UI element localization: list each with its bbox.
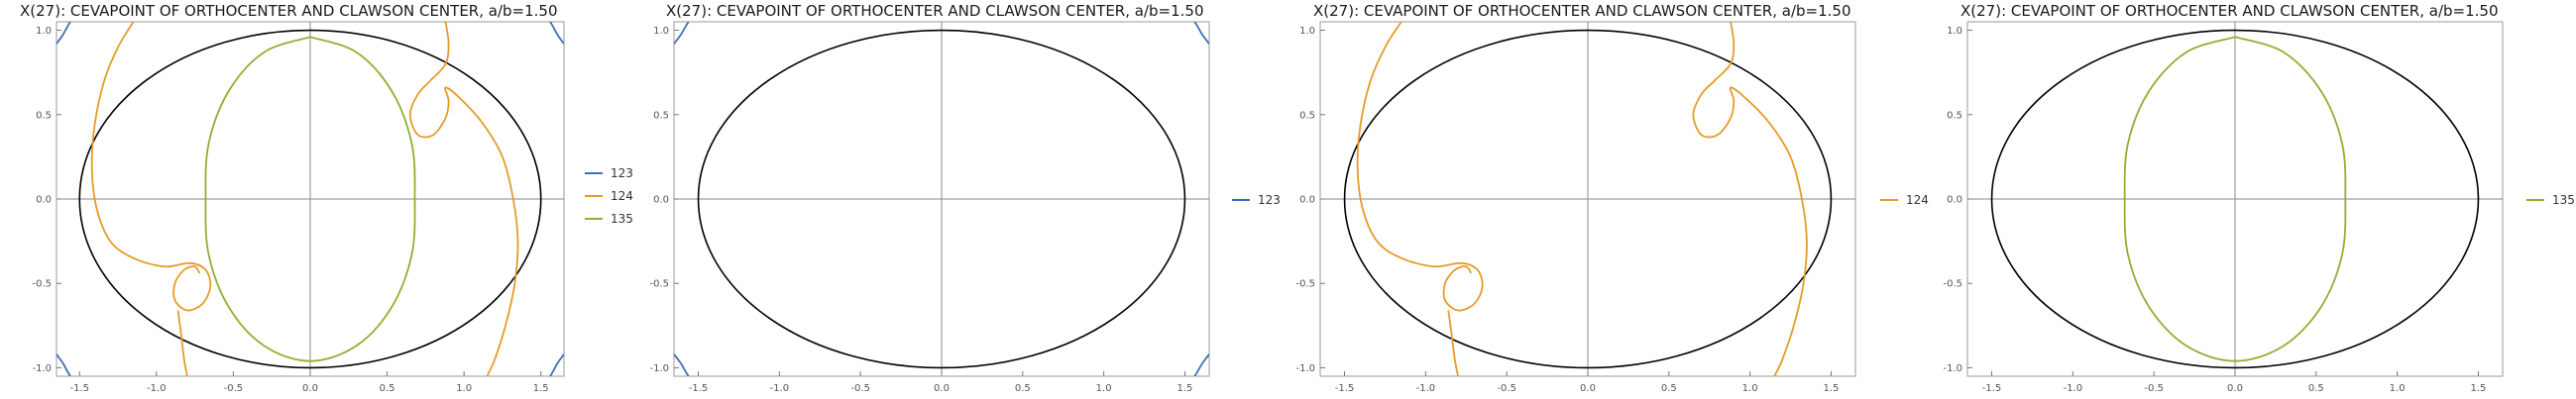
series-123-curve bbox=[674, 22, 690, 45]
series-123-curve bbox=[1193, 22, 1209, 45]
y-tick-label: 0.5 bbox=[36, 110, 52, 121]
reference-ellipse bbox=[78, 29, 542, 369]
x-tick-label: 0.0 bbox=[302, 383, 318, 394]
legend-label-124: 124 bbox=[611, 189, 633, 203]
panel-2: X(27): CEVAPOINT OF ORTHOCENTER AND CLAW… bbox=[649, 2, 1280, 394]
x-tick-label: -0.5 bbox=[224, 383, 244, 394]
series-124-curve bbox=[176, 310, 188, 376]
plot-area bbox=[1990, 29, 2480, 369]
y-tick-label: 0.5 bbox=[653, 110, 669, 121]
y-tick-label: 0.0 bbox=[36, 195, 52, 206]
panel-1: X(27): CEVAPOINT OF ORTHOCENTER AND CLAW… bbox=[20, 2, 633, 394]
y-tick-label: 0.0 bbox=[1947, 195, 1962, 206]
x-tick-label: -1.0 bbox=[1416, 383, 1436, 394]
x-tick-label: 0.0 bbox=[1580, 383, 1596, 394]
x-tick-label: -0.5 bbox=[2144, 383, 2164, 394]
x-tick-label: 1.0 bbox=[456, 383, 472, 394]
panel-2-title: X(27): CEVAPOINT OF ORTHOCENTER AND CLAW… bbox=[666, 2, 1204, 20]
x-tick-label: -1.5 bbox=[689, 383, 709, 394]
x-tick-label: -1.5 bbox=[1335, 383, 1355, 394]
y-tick-label: -0.5 bbox=[1943, 279, 1962, 290]
x-tick-label: 1.5 bbox=[533, 383, 549, 394]
x-tick-label: 1.0 bbox=[1742, 383, 1758, 394]
y-tick-label: 0.5 bbox=[1299, 110, 1315, 121]
legend-label-135: 135 bbox=[611, 212, 633, 226]
x-tick-label: -0.5 bbox=[1497, 383, 1516, 394]
plot-area bbox=[56, 22, 564, 376]
series-124-curve bbox=[408, 22, 519, 376]
x-tick-label: 0.0 bbox=[934, 383, 950, 394]
plot-area bbox=[1343, 22, 1833, 376]
y-tick-label: -1.0 bbox=[32, 363, 52, 374]
reference-ellipse bbox=[1343, 29, 1833, 369]
legend-label-123: 123 bbox=[1258, 193, 1281, 207]
x-tick-label: 1.5 bbox=[1177, 383, 1193, 394]
series-123-curve bbox=[549, 22, 564, 45]
x-tick-label: 1.5 bbox=[2471, 383, 2487, 394]
series-124-curve bbox=[1447, 310, 1459, 376]
x-tick-label: 0.5 bbox=[1015, 383, 1031, 394]
x-tick-label: 1.0 bbox=[2390, 383, 2406, 394]
reference-ellipse bbox=[1990, 29, 2480, 369]
series-123-curve bbox=[56, 353, 71, 376]
panel-3-title: X(27): CEVAPOINT OF ORTHOCENTER AND CLAW… bbox=[1313, 2, 1851, 20]
legend-label-135: 135 bbox=[2552, 193, 2575, 207]
plot-area bbox=[674, 22, 1209, 376]
series-124-curve bbox=[1356, 22, 1484, 312]
series-123-curve bbox=[1193, 353, 1209, 376]
x-tick-label: 0.5 bbox=[1661, 383, 1677, 394]
panel-4-title: X(27): CEVAPOINT OF ORTHOCENTER AND CLAW… bbox=[1960, 2, 2499, 20]
series-135-curve bbox=[204, 36, 416, 362]
y-tick-label: 0.5 bbox=[1947, 110, 1962, 121]
reference-ellipse bbox=[697, 29, 1186, 369]
x-tick-label: -1.0 bbox=[147, 383, 167, 394]
y-tick-label: -0.5 bbox=[1295, 279, 1315, 290]
panel-1-title: X(27): CEVAPOINT OF ORTHOCENTER AND CLAW… bbox=[20, 2, 558, 20]
y-tick-label: 1.0 bbox=[1299, 26, 1315, 37]
y-tick-label: 1.0 bbox=[36, 26, 52, 37]
series-123-curve bbox=[549, 353, 564, 376]
x-tick-label: -1.5 bbox=[70, 383, 90, 394]
x-tick-label: 0.5 bbox=[2308, 383, 2324, 394]
x-tick-label: 0.5 bbox=[380, 383, 395, 394]
y-tick-label: 1.0 bbox=[653, 26, 669, 37]
x-tick-label: 1.0 bbox=[1096, 383, 1112, 394]
panel-3: X(27): CEVAPOINT OF ORTHOCENTER AND CLAW… bbox=[1295, 2, 1928, 394]
panel-4: X(27): CEVAPOINT OF ORTHOCENTER AND CLAW… bbox=[1943, 2, 2574, 394]
y-tick-label: 1.0 bbox=[1947, 26, 1962, 37]
y-tick-label: 0.0 bbox=[653, 195, 669, 206]
legend-label-124: 124 bbox=[1906, 193, 1929, 207]
x-tick-label: 0.0 bbox=[2227, 383, 2243, 394]
series-123-curve bbox=[674, 353, 690, 376]
y-tick-label: 0.0 bbox=[1299, 195, 1315, 206]
legend-label-123: 123 bbox=[611, 166, 633, 180]
x-tick-label: -1.5 bbox=[1982, 383, 2002, 394]
y-tick-label: -0.5 bbox=[32, 279, 52, 290]
x-tick-label: -0.5 bbox=[850, 383, 870, 394]
x-tick-label: -1.0 bbox=[2064, 383, 2083, 394]
y-tick-label: -1.0 bbox=[1295, 363, 1315, 374]
x-tick-label: -1.0 bbox=[770, 383, 790, 394]
x-tick-label: 1.5 bbox=[1824, 383, 1840, 394]
series-124-curve bbox=[90, 22, 212, 312]
y-tick-label: -1.0 bbox=[649, 363, 669, 374]
y-tick-label: -1.0 bbox=[1943, 363, 1962, 374]
series-123-curve bbox=[56, 22, 71, 45]
series-124-curve bbox=[1692, 22, 1808, 376]
y-tick-label: -0.5 bbox=[649, 279, 669, 290]
series-135-curve bbox=[2123, 36, 2347, 362]
